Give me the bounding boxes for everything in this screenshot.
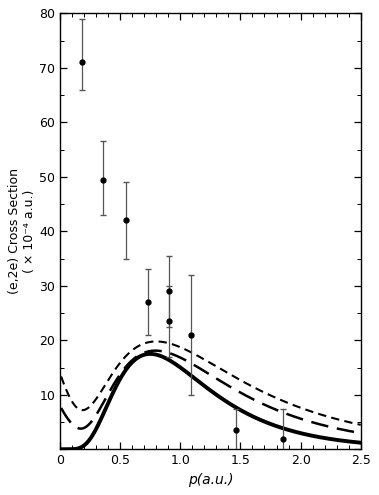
X-axis label: p(a.u.): p(a.u.) [188, 473, 233, 487]
Y-axis label: (e,2e) Cross Section
( × 10⁻⁴ a.u.): (e,2e) Cross Section ( × 10⁻⁴ a.u.) [8, 168, 36, 295]
